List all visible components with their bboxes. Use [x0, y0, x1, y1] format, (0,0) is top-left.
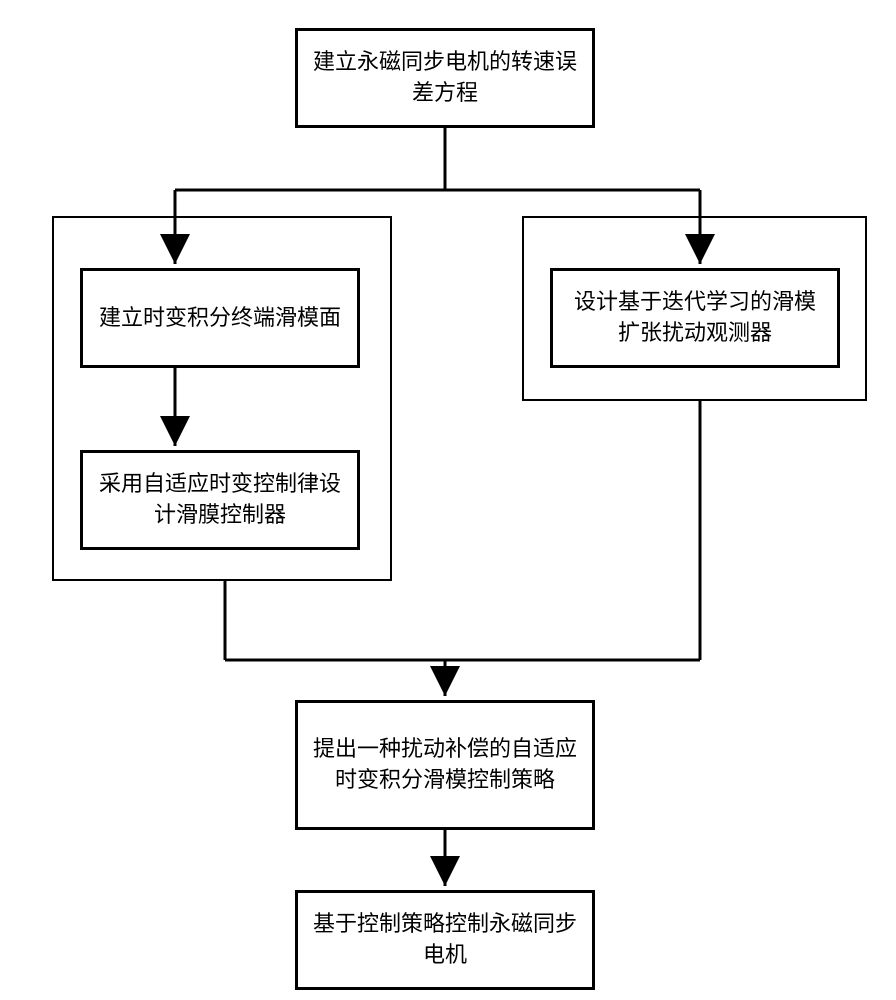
node-control-motor: 基于控制策略控制永磁同步电机	[295, 890, 595, 990]
node-disturbance-observer: 设计基于迭代学习的滑模扩张扰动观测器	[550, 268, 840, 368]
node-sliding-surface: 建立时变积分终端滑模面	[80, 268, 360, 368]
node-label: 建立时变积分终端滑模面	[99, 303, 341, 334]
node-label: 提出一种扰动补偿的自适应时变积分滑模控制策略	[310, 734, 580, 796]
node-label: 采用自适应时变控制律设计滑膜控制器	[95, 469, 345, 531]
node-label: 设计基于迭代学习的滑模扩张扰动观测器	[565, 287, 825, 349]
node-establish-speed-error-eq: 建立永磁同步电机的转速误差方程	[295, 28, 595, 128]
node-adaptive-controller: 采用自适应时变控制律设计滑膜控制器	[80, 450, 360, 550]
node-control-strategy: 提出一种扰动补偿的自适应时变积分滑模控制策略	[295, 700, 595, 830]
node-label: 建立永磁同步电机的转速误差方程	[310, 47, 580, 109]
node-label: 基于控制策略控制永磁同步电机	[310, 909, 580, 971]
